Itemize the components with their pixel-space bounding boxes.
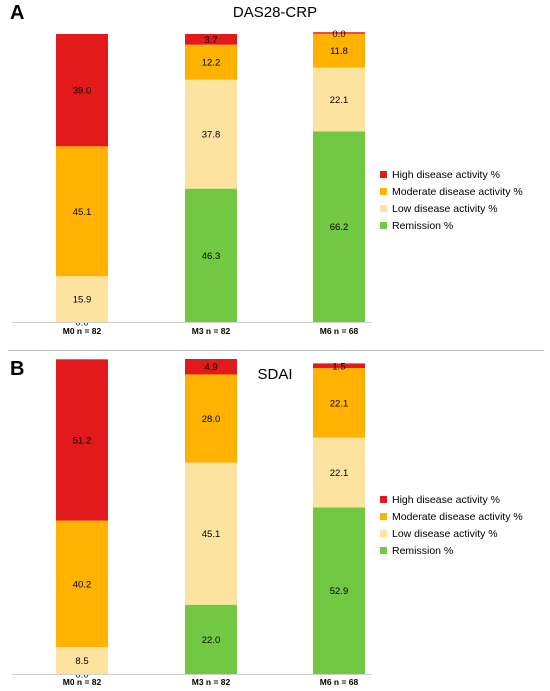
bar-segment-moderate xyxy=(313,33,365,68)
x-tick-label: M0 n = 82 xyxy=(63,326,102,336)
data-label: 45.1 xyxy=(202,529,221,540)
bar-segment-remission xyxy=(185,604,237,674)
data-label: 3.7 xyxy=(204,35,217,46)
bar-segment-moderate xyxy=(56,520,108,648)
legend-item-moderate: Moderate disease activity % xyxy=(380,508,523,525)
data-label: 4.9 xyxy=(204,362,217,373)
bar-segment-low xyxy=(56,276,108,322)
data-label: 28.0 xyxy=(202,414,221,425)
chart-panel-b: B SDAI 0.08.540.251.2M0 n = 8222.045.128… xyxy=(0,356,550,691)
panel-divider xyxy=(8,350,544,351)
data-label: 22.1 xyxy=(330,468,349,479)
data-label: 51.2 xyxy=(73,435,92,446)
legend-label: High disease activity % xyxy=(392,493,500,506)
bar-segment-low xyxy=(313,67,365,132)
panel-letter: A xyxy=(10,2,25,24)
x-tick-label: M6 n = 68 xyxy=(320,326,359,336)
chart-title: SDAI xyxy=(257,366,293,383)
legend: High disease activity % Moderate disease… xyxy=(380,166,523,234)
legend-item-high: High disease activity % xyxy=(380,491,523,508)
bar-segment-remission xyxy=(185,188,237,322)
legend-swatch xyxy=(380,222,387,229)
legend-label: Remission % xyxy=(392,544,454,557)
data-label: 40.2 xyxy=(73,579,92,590)
legend-swatch xyxy=(380,205,387,212)
x-tick-label: M3 n = 82 xyxy=(192,326,231,336)
bar-segment-moderate xyxy=(185,44,237,80)
bar-segment-low xyxy=(56,647,108,674)
bar-segment-high xyxy=(313,363,365,369)
legend-swatch xyxy=(380,530,387,537)
legend-item-high: High disease activity % xyxy=(380,166,523,183)
stacked-bar-chart: 0.0 15.9 45.1 39.0 M0 n = 82 46.3 37.8 12.2 3.7 M… xyxy=(12,29,372,336)
legend-swatch xyxy=(380,496,387,503)
bar-segment-high xyxy=(56,34,108,147)
bar-segment-low xyxy=(185,79,237,189)
data-label: 22.1 xyxy=(330,398,349,409)
bar-segment-moderate xyxy=(185,374,237,463)
bar-segment-high xyxy=(56,359,108,521)
bar-segment-high xyxy=(185,34,237,45)
bar-segment-moderate xyxy=(56,146,108,277)
legend-item-remission: Remission % xyxy=(380,217,523,234)
data-label: 8.5 xyxy=(75,656,88,667)
x-tick-label: M3 n = 82 xyxy=(192,677,231,687)
legend-label: Moderate disease activity % xyxy=(392,510,523,523)
bar-segment-remission xyxy=(313,507,365,674)
legend-label: Low disease activity % xyxy=(392,202,498,215)
legend-item-low: Low disease activity % xyxy=(380,525,523,542)
data-label: 0.0 xyxy=(332,29,345,40)
legend: High disease activity % Moderate disease… xyxy=(380,491,523,559)
bar-segment-low xyxy=(185,462,237,605)
legend-label: Moderate disease activity % xyxy=(392,185,523,198)
data-label: 1.5 xyxy=(332,361,345,372)
legend-swatch xyxy=(380,171,387,178)
data-label: 39.0 xyxy=(73,86,92,97)
data-label: 11.8 xyxy=(330,46,348,57)
data-label: 22.1 xyxy=(330,95,349,106)
legend-item-low: Low disease activity % xyxy=(380,200,523,217)
data-label: 22.0 xyxy=(202,635,221,646)
chart-title: DAS28-CRP xyxy=(232,4,318,21)
panel-letter: B xyxy=(10,358,25,380)
data-label: 46.3 xyxy=(202,251,221,262)
bar-segment-moderate xyxy=(313,368,365,438)
x-tick-label: M0 n = 82 xyxy=(63,677,102,687)
x-tick-label: M6 n = 68 xyxy=(320,677,359,687)
data-label: 15.9 xyxy=(73,295,92,306)
legend-swatch xyxy=(380,188,387,195)
bar-segment-high xyxy=(185,359,237,375)
legend-item-remission: Remission % xyxy=(380,542,523,559)
legend-label: Low disease activity % xyxy=(392,527,498,540)
data-label: 37.8 xyxy=(202,130,221,141)
legend-item-moderate: Moderate disease activity % xyxy=(380,183,523,200)
data-label: 52.9 xyxy=(330,586,349,597)
legend-label: Remission % xyxy=(392,219,454,232)
legend-swatch xyxy=(380,547,387,554)
legend-label: High disease activity % xyxy=(392,168,500,181)
data-label: 66.2 xyxy=(330,222,349,233)
legend-swatch xyxy=(380,513,387,520)
bar-segment-high xyxy=(313,32,365,34)
chart-panel-a: A DAS28-CRP 0.0 15.9 45.1 39.0 M0 n = 82 46.3… xyxy=(0,0,550,345)
data-label: 12.2 xyxy=(202,58,221,69)
bar-segment-low xyxy=(313,437,365,508)
stacked-bar-chart: 0.08.540.251.2M0 n = 8222.045.128.04.9M3… xyxy=(12,359,372,687)
bar-segment-remission xyxy=(313,131,365,322)
data-label: 45.1 xyxy=(73,207,92,218)
